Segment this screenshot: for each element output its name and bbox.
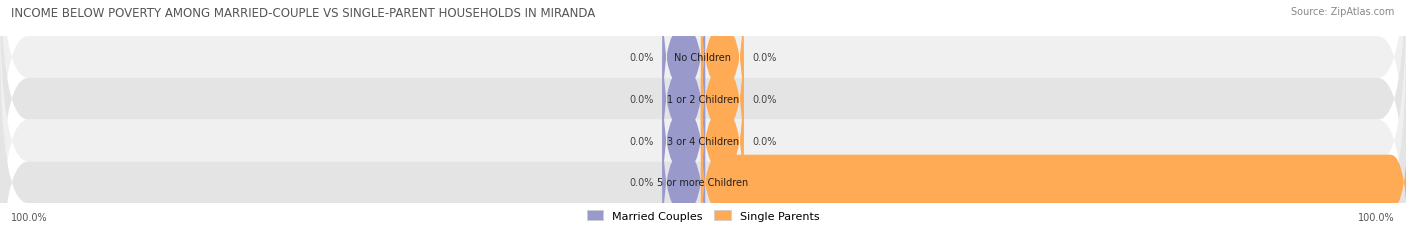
Text: 0.0%: 0.0% [630, 136, 654, 146]
FancyBboxPatch shape [662, 106, 706, 231]
FancyBboxPatch shape [0, 37, 1406, 231]
FancyBboxPatch shape [662, 23, 706, 176]
Text: 0.0%: 0.0% [752, 53, 776, 63]
Text: Source: ZipAtlas.com: Source: ZipAtlas.com [1291, 7, 1395, 17]
Text: 0.0%: 0.0% [630, 53, 654, 63]
Legend: Married Couples, Single Parents: Married Couples, Single Parents [582, 206, 824, 225]
FancyBboxPatch shape [700, 106, 1406, 231]
FancyBboxPatch shape [0, 0, 1406, 203]
FancyBboxPatch shape [662, 0, 706, 134]
FancyBboxPatch shape [700, 23, 744, 176]
Text: 5 or more Children: 5 or more Children [658, 177, 748, 188]
FancyBboxPatch shape [700, 64, 744, 217]
Text: 0.0%: 0.0% [630, 94, 654, 104]
Text: 3 or 4 Children: 3 or 4 Children [666, 136, 740, 146]
Text: 100.0%: 100.0% [11, 212, 48, 222]
Text: 0.0%: 0.0% [630, 177, 654, 188]
FancyBboxPatch shape [662, 64, 706, 217]
FancyBboxPatch shape [700, 0, 744, 134]
Text: 0.0%: 0.0% [752, 136, 776, 146]
Text: INCOME BELOW POVERTY AMONG MARRIED-COUPLE VS SINGLE-PARENT HOUSEHOLDS IN MIRANDA: INCOME BELOW POVERTY AMONG MARRIED-COUPL… [11, 7, 596, 20]
Text: No Children: No Children [675, 53, 731, 63]
Text: 1 or 2 Children: 1 or 2 Children [666, 94, 740, 104]
Text: 0.0%: 0.0% [752, 94, 776, 104]
Text: 100.0%: 100.0% [1358, 212, 1395, 222]
